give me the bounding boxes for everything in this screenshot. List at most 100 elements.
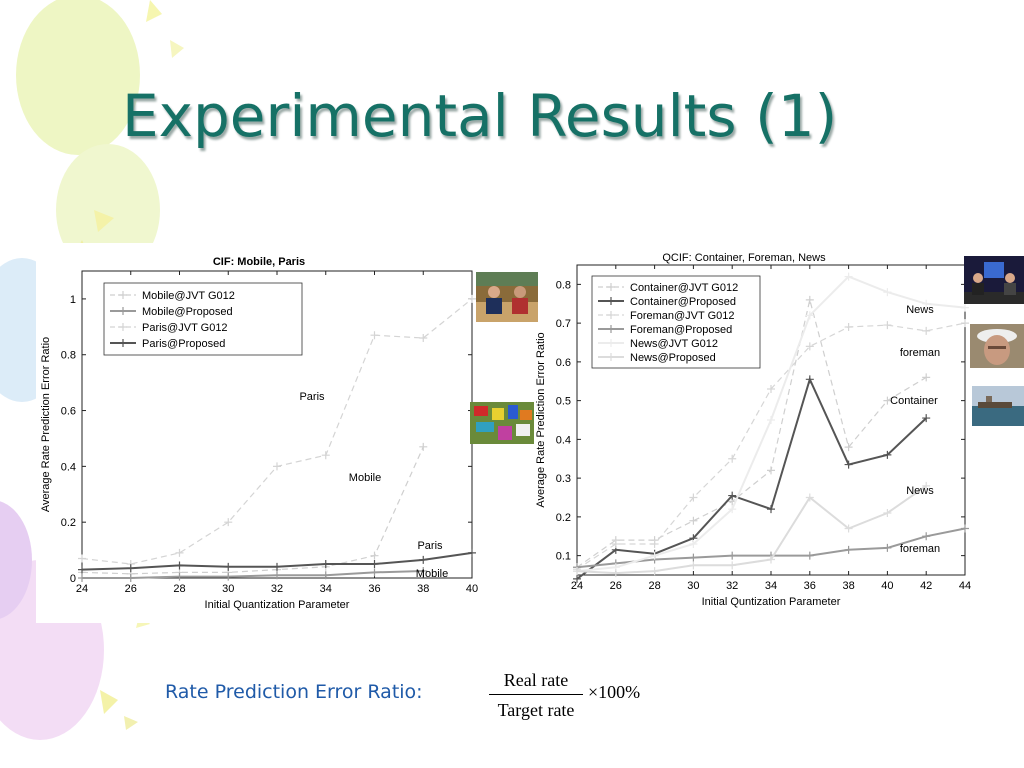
data-point-marker bbox=[728, 551, 737, 560]
data-point-marker bbox=[468, 294, 476, 303]
y-tick-label: 0.7 bbox=[556, 318, 571, 330]
legend-entry: Container@JVT G012 bbox=[630, 282, 738, 294]
annotation-label: foreman bbox=[900, 347, 940, 359]
data-point-marker bbox=[805, 551, 814, 560]
data-point-marker bbox=[611, 569, 620, 578]
legend-marker bbox=[607, 339, 615, 347]
star-shape bbox=[146, 0, 162, 22]
data-point-marker bbox=[728, 561, 737, 570]
series-news-proposed bbox=[573, 481, 931, 578]
legend-entry: News@Proposed bbox=[630, 352, 716, 364]
legend-entry: Paris@Proposed bbox=[142, 338, 225, 350]
x-tick-label: 36 bbox=[804, 580, 816, 592]
series-container-proposed bbox=[573, 375, 931, 583]
data-point-marker bbox=[883, 509, 892, 517]
star-shape bbox=[100, 690, 118, 714]
data-point-marker bbox=[883, 543, 892, 552]
y-axis-label: Average Rate Prediction Error Ratio bbox=[535, 332, 547, 507]
data-point-marker bbox=[611, 540, 620, 548]
series-line bbox=[82, 570, 424, 579]
chart-title: QCIF: Container, Foreman, News bbox=[662, 252, 826, 264]
data-point-marker bbox=[224, 572, 233, 581]
chart-cif-mobile-paris: CIF: Mobile, Paris 24 26 28 30 32 34 36 38 40 0 0.2… bbox=[40, 256, 478, 611]
y-tick-label: 0.2 bbox=[556, 512, 571, 524]
chart-panel-cif: CIF: Mobile, Paris 24 26 28 30 32 34 36 38 40 0 0.2… bbox=[36, 243, 484, 623]
chart-qcif-container-foreman-news: QCIF: Container, Foreman, News 24 26 28 30 32… bbox=[535, 252, 971, 608]
data-point-marker bbox=[844, 524, 853, 533]
data-point-marker bbox=[370, 568, 379, 577]
annotation-label: foreman bbox=[900, 543, 940, 555]
data-point-marker bbox=[419, 567, 428, 576]
data-point-marker bbox=[805, 375, 814, 384]
legend-marker bbox=[607, 283, 615, 291]
data-point-marker bbox=[419, 442, 428, 451]
x-tick-label: 26 bbox=[125, 583, 137, 595]
legend-marker bbox=[119, 339, 127, 347]
data-point-marker bbox=[175, 561, 184, 570]
data-point-marker bbox=[468, 548, 476, 557]
container-sequence-thumbnail bbox=[972, 386, 1024, 426]
legend-entry: Container@Proposed bbox=[630, 296, 736, 308]
legend-box bbox=[591, 275, 761, 369]
x-tick-label: 38 bbox=[417, 583, 429, 595]
data-point-marker bbox=[419, 333, 428, 342]
data-point-marker bbox=[922, 532, 931, 541]
y-tick-label: 0.4 bbox=[556, 434, 571, 446]
x-tick-label: 34 bbox=[320, 583, 332, 595]
data-point-marker bbox=[175, 572, 184, 581]
annotation-label: News bbox=[906, 304, 934, 316]
data-point-marker bbox=[689, 553, 698, 562]
data-point-marker bbox=[767, 385, 775, 393]
data-point-marker bbox=[767, 466, 775, 475]
formula-multiplier: ×100% bbox=[588, 682, 641, 702]
data-point-marker bbox=[767, 505, 775, 514]
y-tick-label: 0.1 bbox=[556, 551, 571, 563]
formula-label: Rate Prediction Error Ratio: bbox=[165, 681, 423, 703]
data-point-marker bbox=[273, 562, 281, 571]
data-point-marker bbox=[805, 311, 814, 320]
legend-marker bbox=[119, 323, 127, 331]
annotation-label: Container bbox=[890, 395, 938, 407]
star-shape bbox=[94, 210, 114, 232]
x-axis-label: Initial Quantization Parameter bbox=[205, 599, 350, 611]
mobile-sequence-thumbnail bbox=[470, 402, 534, 444]
data-point-marker bbox=[370, 551, 379, 560]
series-mobile-proposed bbox=[78, 567, 428, 582]
legend-entry: Foreman@JVT G012 bbox=[630, 310, 735, 322]
y-tick-label: 0 bbox=[70, 573, 76, 585]
chart-panel-qcif: QCIF: Container, Foreman, News 24 26 28 30 32… bbox=[522, 243, 974, 623]
data-point-marker bbox=[961, 524, 969, 533]
data-point-marker bbox=[321, 571, 330, 580]
formula-denominator: Target rate bbox=[497, 700, 575, 720]
x-tick-label: 28 bbox=[648, 580, 660, 592]
data-point-marker bbox=[728, 505, 737, 514]
y-tick-label: 0.4 bbox=[61, 461, 76, 473]
data-point-marker bbox=[922, 481, 931, 490]
data-point-marker bbox=[728, 454, 737, 463]
y-tick-label: 0.8 bbox=[61, 350, 76, 362]
data-point-marker bbox=[78, 574, 86, 582]
data-point-marker bbox=[844, 272, 853, 281]
data-point-marker bbox=[689, 540, 698, 548]
data-point-marker bbox=[883, 288, 892, 297]
x-tick-label: 30 bbox=[687, 580, 699, 592]
data-point-marker bbox=[883, 321, 892, 330]
y-tick-label: 0.6 bbox=[61, 406, 76, 418]
balloon-shape bbox=[0, 501, 32, 619]
legend-entry: Foreman@Proposed bbox=[630, 324, 732, 336]
data-point-marker bbox=[805, 493, 814, 502]
data-point-marker bbox=[650, 567, 659, 576]
x-tick-label: 36 bbox=[368, 583, 380, 595]
data-point-marker bbox=[419, 555, 428, 564]
data-point-marker bbox=[844, 460, 853, 469]
data-point-marker bbox=[573, 574, 581, 583]
y-tick-label: 0.8 bbox=[556, 279, 571, 291]
annotation-label: Mobile bbox=[416, 568, 448, 580]
y-tick-label: 0.3 bbox=[556, 473, 571, 485]
legend-marker bbox=[607, 325, 615, 333]
x-tick-label: 32 bbox=[271, 583, 283, 595]
x-tick-label: 42 bbox=[920, 580, 932, 592]
balloon-shape bbox=[16, 0, 140, 155]
data-point-marker bbox=[689, 516, 698, 525]
data-point-marker bbox=[883, 450, 892, 459]
